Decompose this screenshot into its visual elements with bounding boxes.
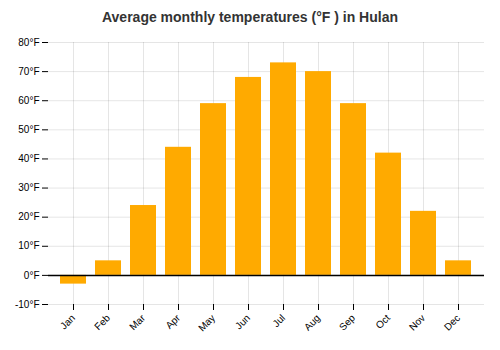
svg-text:80°F: 80°F <box>18 37 39 48</box>
svg-text:-10°F: -10°F <box>15 299 40 310</box>
svg-text:Jun: Jun <box>233 312 252 331</box>
svg-text:Apr: Apr <box>163 312 182 331</box>
svg-text:20°F: 20°F <box>18 211 39 222</box>
svg-text:Dec: Dec <box>442 312 462 332</box>
svg-text:Aug: Aug <box>302 312 322 332</box>
svg-text:Mar: Mar <box>127 312 147 332</box>
svg-text:Nov: Nov <box>407 312 427 332</box>
svg-text:0°F: 0°F <box>24 270 40 281</box>
svg-text:Jan: Jan <box>58 312 77 331</box>
svg-text:40°F: 40°F <box>18 153 39 164</box>
svg-text:Feb: Feb <box>92 312 112 332</box>
svg-text:Jul: Jul <box>270 312 287 329</box>
svg-text:Oct: Oct <box>373 312 392 331</box>
svg-text:50°F: 50°F <box>18 124 39 135</box>
svg-text:May: May <box>196 312 217 333</box>
svg-text:30°F: 30°F <box>18 182 39 193</box>
svg-text:10°F: 10°F <box>18 240 39 251</box>
svg-text:60°F: 60°F <box>18 95 39 106</box>
html-text:Average monthly temperatures (: Average monthly temperatures (°F ) in Hu… <box>102 9 398 25</box>
svg-text:70°F: 70°F <box>18 66 39 77</box>
svg-text:Sep: Sep <box>337 312 358 333</box>
